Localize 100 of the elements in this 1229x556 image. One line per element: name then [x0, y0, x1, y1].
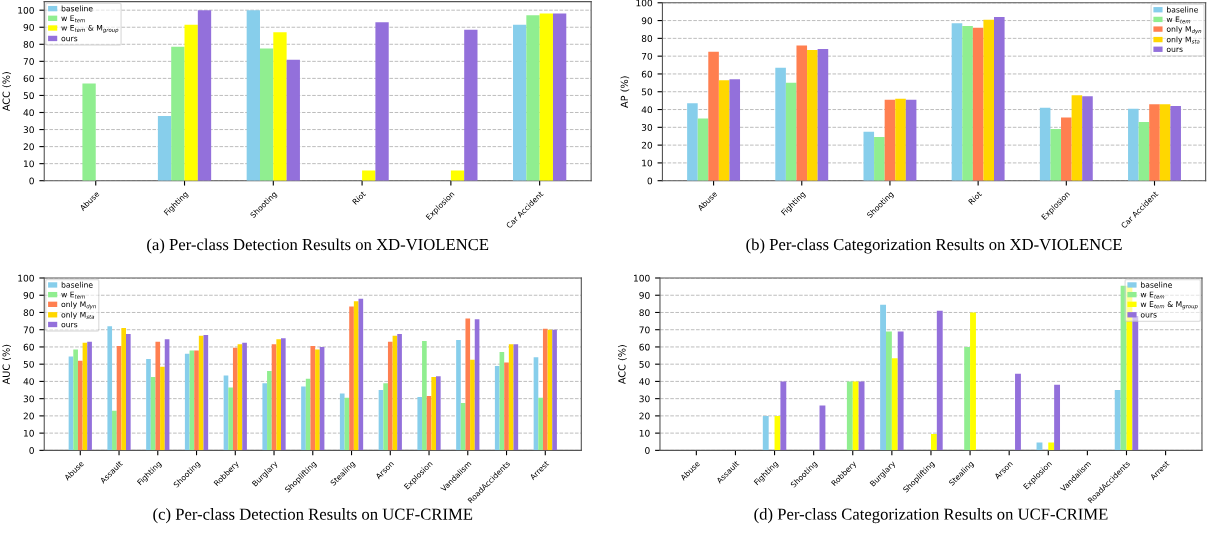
- bar: [470, 359, 475, 451]
- y-tick-label: 60: [23, 343, 34, 351]
- y-tick-label: 30: [23, 126, 34, 134]
- y-tick-label: 100: [18, 274, 34, 282]
- bar: [880, 304, 886, 451]
- bar: [82, 83, 96, 181]
- bar: [762, 415, 769, 451]
- bar: [339, 393, 345, 451]
- text: (b) Per-class Categorization Results on XD-VIOLENCE: [746, 238, 1122, 254]
- y-tick-label: 50: [641, 88, 653, 96]
- bar: [383, 383, 388, 451]
- y-tick-label: 30: [639, 395, 650, 403]
- bar: [874, 137, 885, 181]
- bar: [450, 170, 465, 181]
- bar: [1128, 108, 1139, 181]
- y-axis-title: AUC (%): [2, 344, 11, 385]
- bar: [375, 22, 389, 181]
- bar: [315, 349, 320, 451]
- bar: [362, 170, 376, 181]
- bar: [905, 99, 917, 181]
- bar: [494, 365, 500, 451]
- bar: [972, 27, 984, 181]
- y-tick-label: 20: [23, 143, 34, 151]
- y-tick-label: 60: [641, 70, 653, 78]
- y-tick-label: 40: [23, 109, 34, 117]
- y-tick-label: 30: [23, 395, 34, 403]
- bar: [436, 376, 441, 451]
- y-tick-label: 90: [639, 291, 650, 299]
- bar: [121, 327, 127, 451]
- bar: [262, 383, 268, 451]
- y-tick-label: 10: [639, 429, 650, 437]
- y-tick-label: 30: [641, 124, 653, 131]
- bar: [197, 10, 212, 181]
- bar: [526, 15, 540, 181]
- bar: [1126, 285, 1133, 451]
- bar: [1071, 95, 1083, 181]
- y-tick-label: 10: [24, 429, 34, 437]
- y-tick-label: 50: [639, 360, 650, 368]
- bar: [276, 339, 282, 451]
- bar: [951, 23, 963, 181]
- bar: [1170, 105, 1181, 181]
- bar: [994, 17, 1005, 181]
- y-tick-label: 60: [23, 75, 34, 82]
- bar: [146, 359, 151, 451]
- text: (c) Per-class Detection Results on UCF-CRIME: [153, 508, 473, 524]
- bar: [817, 49, 829, 181]
- y-tick-label: 90: [23, 291, 34, 299]
- bar: [863, 131, 875, 181]
- bar: [155, 341, 161, 451]
- bar: [126, 334, 131, 451]
- bar: [504, 362, 509, 451]
- bar: [273, 32, 287, 181]
- y-tick-label: 90: [23, 23, 34, 31]
- bar: [708, 51, 719, 181]
- bar: [930, 433, 937, 451]
- bar: [539, 13, 553, 181]
- y-tick-label: 100: [18, 6, 34, 14]
- bar: [387, 341, 393, 451]
- bar: [431, 377, 437, 451]
- bar: [508, 344, 514, 451]
- bar: [228, 387, 233, 451]
- bar: [422, 340, 427, 451]
- bar: [87, 341, 92, 451]
- bar: [160, 366, 165, 451]
- bar: [718, 80, 730, 181]
- y-tick-label: 0: [29, 177, 34, 185]
- bar: [796, 45, 808, 181]
- y-tick-label: 80: [639, 309, 650, 317]
- y-tick-label: 80: [641, 35, 653, 42]
- bar: [775, 67, 786, 181]
- text: (d) Per-class Categorization Results on UCF-CRIME: [754, 508, 1108, 524]
- bar: [852, 381, 859, 451]
- bar: [353, 301, 359, 451]
- bar: [157, 115, 172, 181]
- bar: [729, 79, 741, 181]
- bar: [697, 118, 709, 181]
- y-tick-label: 20: [23, 412, 34, 420]
- bar: [310, 346, 316, 451]
- y-tick-label: 20: [639, 412, 650, 420]
- bar: [891, 358, 898, 451]
- bar: [1061, 117, 1072, 181]
- y-tick-label: 60: [639, 343, 650, 351]
- bar: [184, 24, 198, 181]
- bar: [397, 334, 402, 451]
- y-tick-label: 70: [23, 58, 34, 65]
- bar: [232, 347, 238, 451]
- y-tick-label: 70: [23, 326, 34, 334]
- bar: [267, 371, 272, 451]
- y-axis-title: ACC (%): [618, 345, 627, 385]
- bar: [198, 335, 204, 451]
- y-tick-label: 40: [641, 106, 653, 114]
- bar: [465, 318, 471, 451]
- y-tick-label: 20: [641, 141, 653, 149]
- bar: [538, 397, 543, 451]
- bar: [259, 48, 274, 181]
- y-tick-label: 10: [642, 159, 653, 167]
- y-tick-label: 0: [645, 447, 650, 454]
- bar: [807, 49, 818, 181]
- text: (a) Per-class Detection Results on XD-VIOLENCE: [147, 238, 489, 254]
- bar: [886, 331, 892, 451]
